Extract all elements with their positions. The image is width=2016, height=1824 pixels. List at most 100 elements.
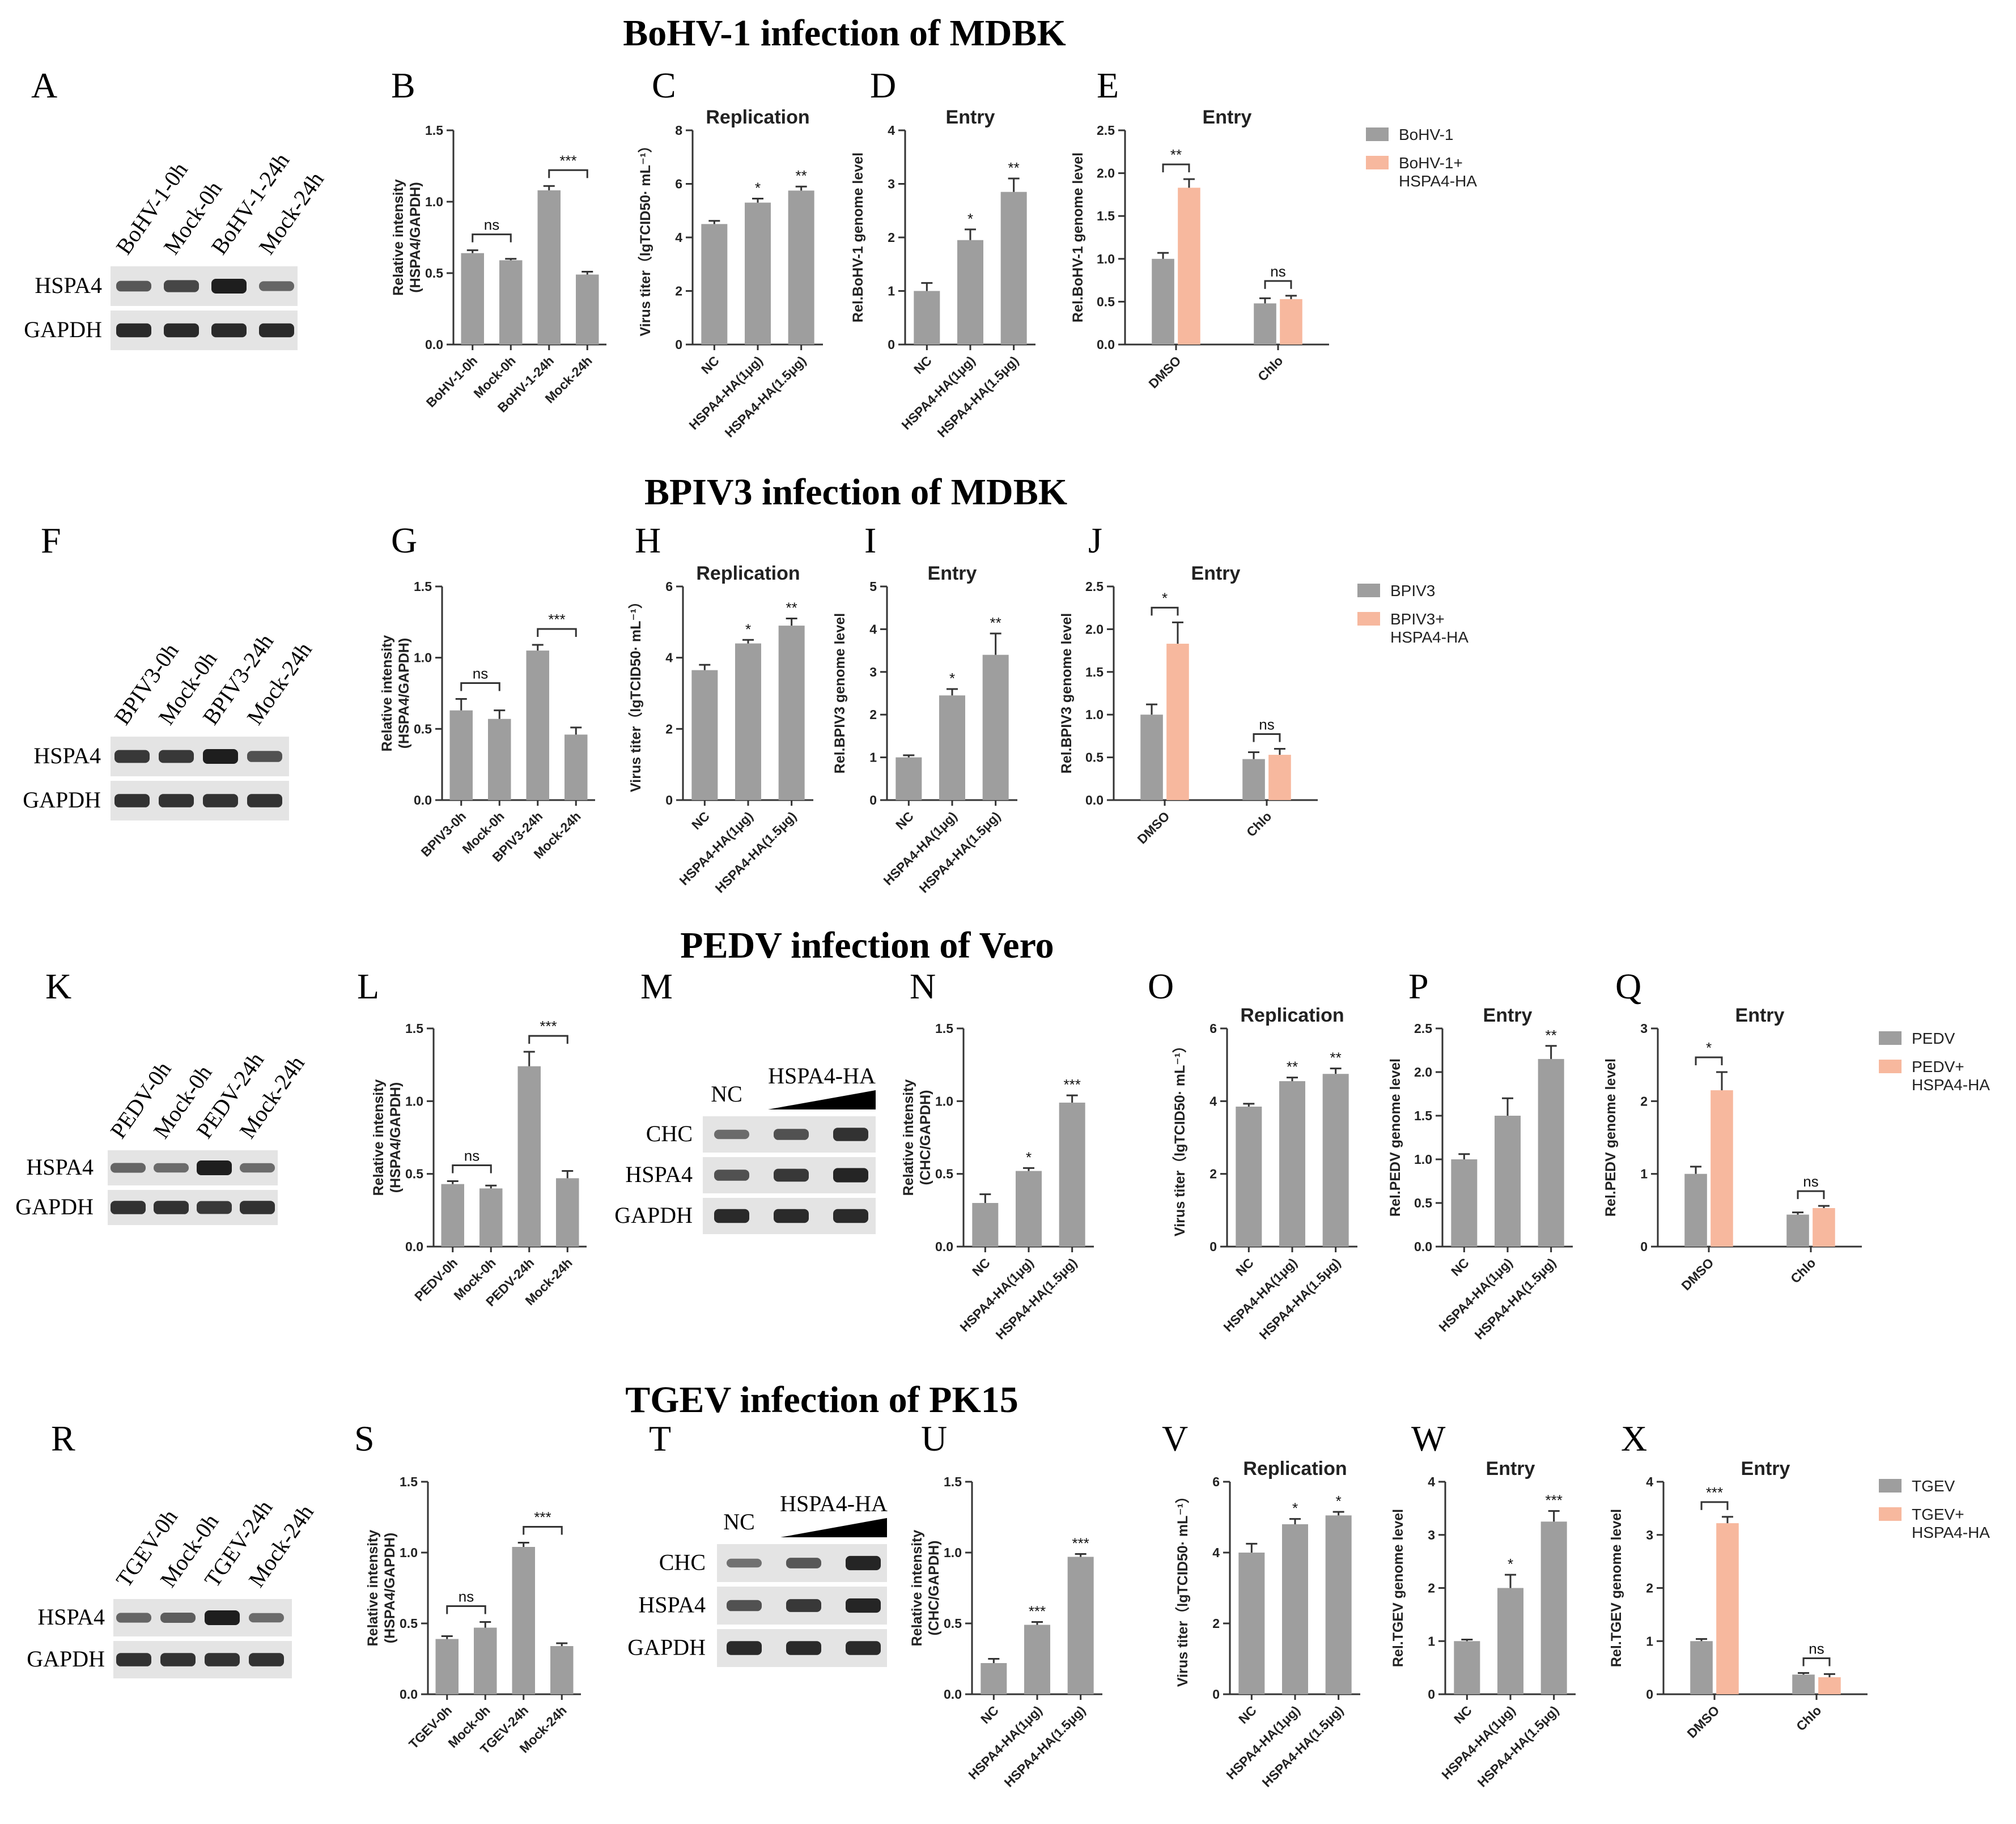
- y-tick-label: 4: [1212, 1545, 1220, 1560]
- y-tick-label: 0: [1428, 1687, 1435, 1702]
- protein-band: [197, 1201, 232, 1214]
- legends: BoHV-1BoHV-1+HSPA4-HABPIV3BPIV3+HSPA4-HA…: [1357, 126, 1990, 1541]
- y-axis-label: Relative intensity: [371, 1079, 387, 1196]
- bar-hspa4-ha-1-5-g: [1067, 1557, 1094, 1694]
- y-tick-label: 2: [1428, 1581, 1435, 1596]
- significance-bracket: [523, 1526, 563, 1535]
- significance-label: **: [1008, 159, 1020, 176]
- panel-letter-s: S: [354, 1418, 375, 1459]
- bar-chlo-bpiv3: [1242, 759, 1265, 800]
- bar-mock-0h: [499, 260, 523, 345]
- bar-dmso-bohv-1-hspa4-ha: [1178, 188, 1200, 345]
- chart-title: Entry: [1486, 1458, 1535, 1479]
- y-axis-label: Rel.BPIV3 genome level: [832, 613, 848, 773]
- panel-letter-u: U: [921, 1418, 947, 1459]
- panel-letter-r: R: [51, 1418, 75, 1459]
- y-tick-label: 0: [1212, 1687, 1220, 1702]
- bar-hspa4-ha-1-5-g: [1322, 1074, 1349, 1247]
- protein-band: [727, 1600, 762, 1612]
- legend-swatch-hspa4-ha: [1366, 156, 1389, 169]
- bar-nc: [972, 1203, 999, 1247]
- legend-swatch-control: [1357, 584, 1380, 597]
- chart-title: Entry: [1191, 563, 1241, 584]
- protein-band: [714, 1170, 749, 1181]
- bar-chlo-bohv-1: [1254, 303, 1276, 345]
- protein-band: [786, 1641, 821, 1655]
- legend-label: HSPA4-HA: [1912, 1076, 1990, 1094]
- bar-mock-24h: [550, 1646, 574, 1694]
- y-axis-label: Virus titer（lgTCID50· mL⁻¹）: [1172, 1039, 1188, 1236]
- row-title-bohv1: BoHV-1 infection of MDBK: [623, 12, 1066, 54]
- y-axis-label: (HSPA4/GAPDH): [388, 1082, 404, 1193]
- legend-swatch-hspa4-ha: [1879, 1507, 1902, 1521]
- protein-band: [727, 1558, 762, 1568]
- chart-panel-e: 0.0 0.5 1.0 1.5 2.0 2.5 Entry Rel.BoHV-1 genome…: [1070, 107, 1329, 391]
- bar-hspa4-ha-1-5-g: [1538, 1058, 1564, 1247]
- protein-band: [247, 794, 282, 807]
- bar-chlo-bohv-1-hspa4-ha: [1280, 299, 1302, 345]
- y-tick-label: 0: [1640, 1239, 1648, 1254]
- bar-mock-24h: [556, 1178, 579, 1247]
- bar-hspa4-ha-1-g: [957, 240, 983, 345]
- bracket-label: ns: [459, 1588, 474, 1605]
- y-axis-label: (HSPA4/GAPDH): [382, 1533, 398, 1643]
- bar-nc: [1454, 1641, 1480, 1694]
- bracket-label: ns: [464, 1147, 479, 1164]
- y-axis-label: Relative intensity: [365, 1530, 381, 1647]
- y-tick-label: 1.0: [1414, 1152, 1432, 1167]
- significance-bracket: [537, 628, 577, 637]
- y-tick-label: 4: [1209, 1094, 1217, 1108]
- y-axis-label: Rel.TGEV genome level: [1390, 1509, 1406, 1667]
- protein-band: [774, 1129, 809, 1140]
- y-axis-label: Relative intensity: [391, 179, 406, 296]
- row-titles: BoHV-1 infection of MDBK BPIV3 infection…: [623, 12, 1067, 1421]
- panel-letter-c: C: [652, 65, 676, 105]
- y-tick-label: 3: [869, 665, 877, 679]
- bar-hspa4-ha-1-5-g: [1540, 1521, 1567, 1694]
- chart-title: Entry: [946, 107, 995, 128]
- protein-band: [846, 1598, 881, 1613]
- chart-title: Entry: [1203, 107, 1252, 128]
- y-tick-label: 0.0: [1414, 1239, 1432, 1254]
- significance-bracket: [460, 682, 500, 691]
- blot-row-label-gapdh: GAPDH: [627, 1635, 706, 1660]
- protein-band: [249, 1653, 284, 1666]
- bracket-label: *: [1162, 589, 1168, 606]
- western-blot-t: CHC HSPA4 GAPDH NC HSPA4-HA: [627, 1491, 888, 1667]
- blot-row-label-chc: CHC: [659, 1550, 706, 1575]
- significance-label: *: [755, 179, 761, 196]
- y-tick-label: 1: [1646, 1634, 1653, 1648]
- chart-panel-j: 0.0 0.5 1.0 1.5 2.0 2.5 Entry Rel.BPIV3 genome …: [1059, 563, 1318, 847]
- bracket-label: ns: [1270, 263, 1285, 280]
- chart-title: Replication: [1243, 1458, 1347, 1479]
- bar-nc: [1451, 1159, 1478, 1247]
- bar-dmso-pedv: [1684, 1174, 1707, 1247]
- y-tick-label: 4: [1428, 1474, 1435, 1489]
- bar-nc: [1236, 1106, 1262, 1247]
- y-tick-label: 2: [869, 707, 877, 722]
- y-axis-label: Relative intensity: [379, 635, 395, 752]
- legend-label: TGEV: [1912, 1477, 1955, 1495]
- panel-letter-j: J: [1088, 520, 1102, 560]
- chart-title: Entry: [928, 563, 977, 584]
- y-tick-label: 2.0: [1085, 622, 1104, 636]
- legend-label: BoHV-1+: [1399, 154, 1463, 172]
- y-tick-label: 8: [675, 123, 682, 138]
- y-tick-label: 1.0: [1097, 252, 1115, 266]
- dose-gradient-wedge: [768, 1090, 876, 1109]
- bar-nc: [895, 757, 922, 800]
- bracket-label: ns: [1803, 1173, 1818, 1190]
- significance-label: ***: [1072, 1535, 1089, 1552]
- y-tick-label: 0.0: [414, 793, 432, 807]
- significance-bracket: [1264, 280, 1292, 289]
- y-tick-label: 3: [1428, 1528, 1435, 1542]
- bar-hspa4-ha-1-g: [1495, 1116, 1521, 1247]
- protein-band: [211, 279, 247, 294]
- blot-row-label-hspa4: HSPA4: [37, 1604, 105, 1630]
- blot-row-label-gapdh: GAPDH: [27, 1646, 105, 1672]
- bar-hspa4-ha-1-g: [745, 202, 771, 345]
- bar-mock-24h: [576, 274, 599, 345]
- y-axis-label: Virus titer（lgTCID50· mL⁻¹）: [637, 139, 653, 337]
